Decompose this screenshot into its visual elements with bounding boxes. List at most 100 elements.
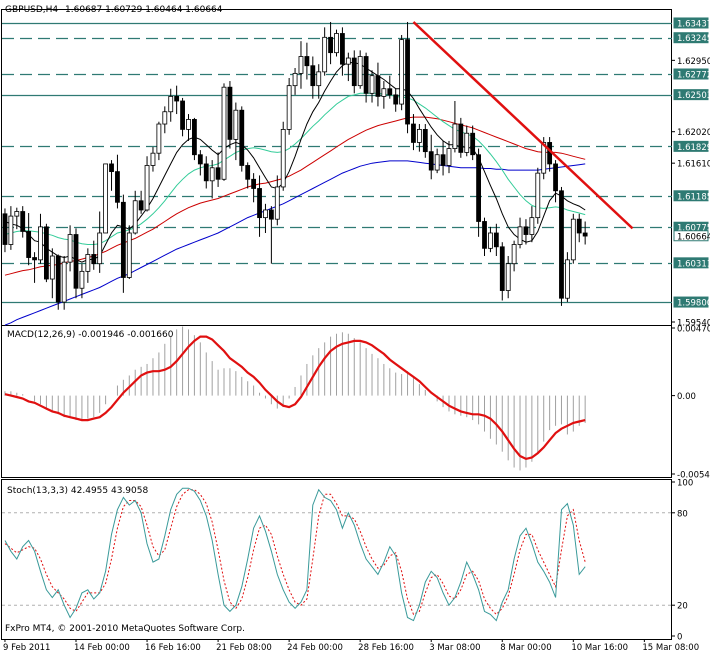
candle-body — [570, 218, 576, 261]
candle-body — [227, 86, 233, 140]
time-tick-label: 28 Feb 16:00 — [358, 643, 414, 653]
candle-body — [280, 129, 286, 188]
price-tick-label: 1.63245 — [677, 34, 710, 44]
price-label-box — [673, 32, 709, 44]
price-tick-label: 1.60775 — [677, 224, 710, 234]
chart-header: GBPUSD,H4 1.60687 1.60729 1.60464 1.6066… — [5, 5, 223, 15]
time-tick-label: 10 Mar 16:00 — [571, 643, 628, 653]
stoch-panel-frame — [1, 479, 672, 640]
candle-body — [322, 36, 328, 73]
candle-body — [393, 94, 399, 105]
candle-body — [26, 231, 32, 258]
price-label-box — [673, 140, 709, 152]
trendline — [412, 21, 634, 230]
price-label-box — [673, 17, 709, 29]
ohlc-label: 1.60687 1.60729 1.60464 1.60664 — [65, 5, 223, 15]
candle-body — [446, 148, 452, 166]
candle-body — [257, 188, 262, 219]
price-label-box — [673, 296, 709, 308]
candle-body — [292, 72, 298, 87]
candle-body — [32, 257, 37, 261]
candle-body — [482, 221, 487, 249]
price-tick-label: 1.59540 — [677, 319, 710, 329]
candle-body — [91, 254, 97, 265]
price-label-box — [673, 257, 709, 269]
candle-body — [523, 226, 529, 235]
price-tick-label: 1.62772 — [677, 71, 710, 81]
candle-body — [115, 171, 120, 203]
candle-body — [399, 39, 405, 105]
price-label-box — [673, 230, 709, 242]
candle-body — [411, 123, 416, 143]
candle-body — [174, 96, 180, 102]
price-tick-label: 1.62950 — [677, 57, 710, 67]
candle-body — [351, 57, 357, 87]
time-tick-label: 16 Feb 16:00 — [145, 643, 201, 653]
candle-body — [535, 172, 541, 219]
time-tick-label: 8 Mar 00:00 — [500, 643, 551, 653]
candle-body — [67, 234, 73, 263]
price-panel-frame — [1, 9, 672, 326]
candle-body — [328, 36, 333, 54]
candle-body — [221, 86, 227, 180]
price-label-box — [673, 190, 709, 202]
candle-body — [245, 165, 251, 180]
candle-body — [132, 200, 138, 234]
candle-body — [109, 163, 114, 173]
candle-body — [381, 88, 387, 97]
price-tick-label: 1.62503 — [677, 91, 710, 101]
candle-body — [73, 234, 79, 289]
candle-body — [144, 165, 150, 211]
candle-body — [422, 129, 428, 153]
candle-body — [529, 217, 535, 235]
candle-body — [488, 232, 493, 249]
macd-tick-label: 0.00 — [677, 392, 696, 402]
candle-body — [476, 154, 481, 222]
time-tick-label: 15 Mar 08:00 — [642, 643, 699, 653]
stoch-main-line — [4, 487, 586, 622]
candle-body — [20, 211, 26, 232]
candle-body — [274, 186, 280, 220]
stoch-tick-label: 20 — [677, 602, 688, 612]
candle-body — [180, 100, 185, 130]
stoch-title: Stoch(13,3,3) 42.4955 43.9058 — [7, 486, 148, 496]
candle-body — [304, 56, 310, 67]
candle-body — [55, 255, 61, 303]
symbol-label: GBPUSD,H4 — [5, 5, 59, 15]
price-tick-label: 1.63437 — [677, 19, 710, 29]
stoch-tick-label: 100 — [677, 479, 693, 489]
candle-body — [251, 178, 257, 189]
candle-body — [369, 75, 375, 94]
candle-body — [186, 119, 191, 130]
candle-body — [340, 33, 345, 65]
candle-body — [334, 33, 339, 54]
price-tick-label: 1.59800 — [677, 299, 710, 309]
candle-body — [239, 109, 245, 166]
macd-tick-label: -0.00545 — [677, 471, 710, 481]
macd-panel-frame — [1, 325, 672, 478]
candle-body — [511, 244, 517, 265]
candle-body — [452, 123, 458, 149]
candle-body — [517, 226, 523, 245]
candle-body — [363, 56, 369, 94]
time-tick-label: 9 Feb 2011 — [3, 643, 51, 653]
stoch-signal-line — [4, 489, 586, 616]
candle-body — [286, 85, 292, 130]
price-label-box — [673, 68, 709, 80]
price-tick-label: 1.60311 — [677, 259, 710, 269]
candle-body — [61, 261, 67, 303]
candle-body — [263, 209, 268, 219]
candle-body — [85, 254, 91, 272]
candle-body — [120, 201, 126, 278]
candle-body — [416, 129, 422, 143]
candle-body — [215, 167, 221, 180]
candle-body — [541, 142, 547, 174]
candle-body — [434, 154, 440, 171]
candle-body — [559, 190, 564, 299]
candle-body — [440, 154, 446, 166]
candle-body — [464, 132, 470, 153]
price-tick-label: 1.61829 — [677, 143, 710, 153]
time-tick-label: 3 Mar 08:00 — [429, 643, 480, 653]
candle-body — [49, 255, 55, 280]
